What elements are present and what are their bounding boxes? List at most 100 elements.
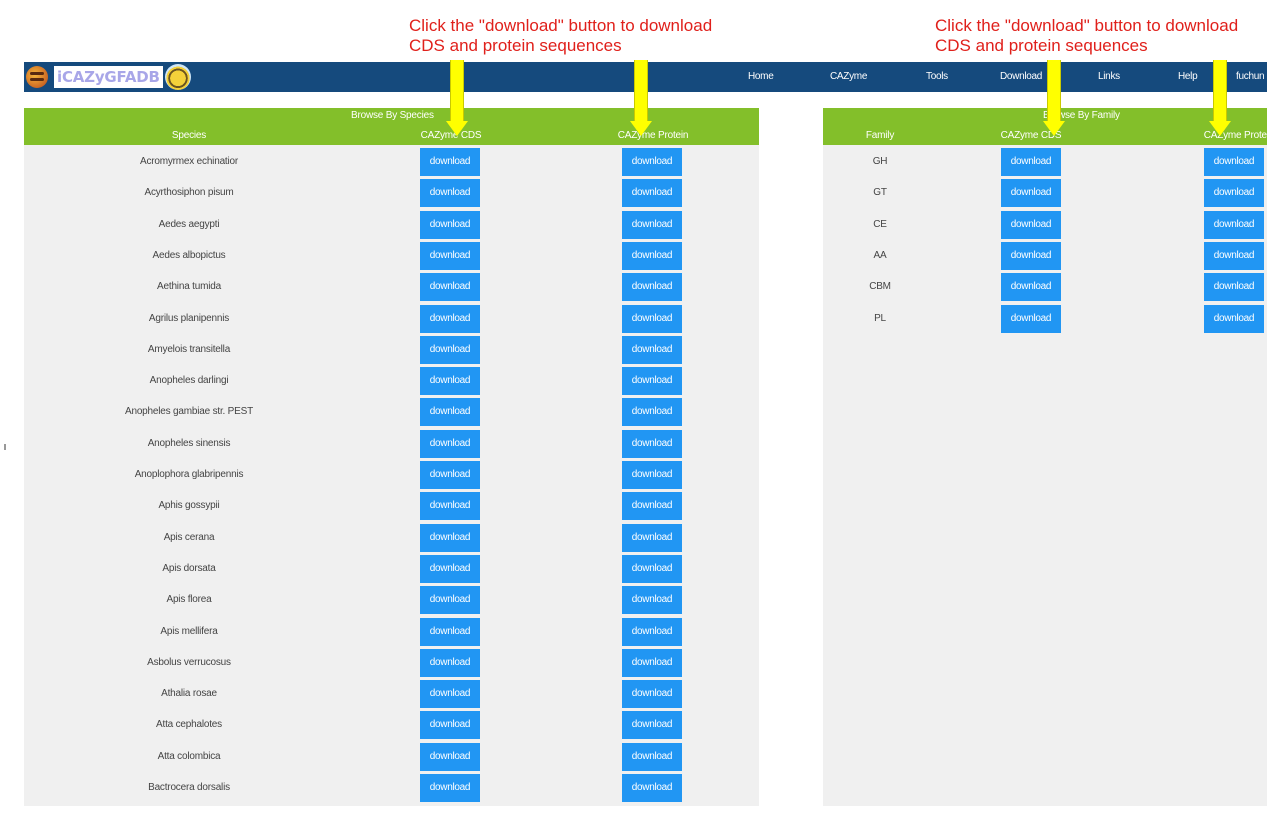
species-name: Apis dorsata — [162, 562, 216, 574]
logo[interactable]: iCAZyGFADB — [24, 62, 191, 92]
download-cds-button[interactable]: download — [420, 335, 480, 364]
download-cds-button[interactable]: download — [420, 554, 480, 583]
download-protein-button[interactable]: download — [1204, 273, 1264, 302]
download-cds-button[interactable]: download — [1001, 210, 1061, 239]
species-name: Aethina tumida — [157, 281, 221, 293]
download-protein-button[interactable]: download — [1204, 210, 1264, 239]
download-protein-button[interactable]: download — [622, 648, 682, 677]
species-name: Anopheles darlingi — [149, 375, 229, 387]
species-name: Asbolus verrucosus — [147, 656, 231, 668]
arrow-down-icon — [446, 60, 468, 136]
download-cds-button[interactable]: download — [420, 648, 480, 677]
scroll-indicator — [4, 444, 6, 450]
annotation-right-line1: Click the "download" button to download — [935, 16, 1239, 35]
download-cds-button[interactable]: download — [420, 680, 480, 709]
download-cds-button[interactable]: download — [420, 241, 480, 270]
species-name: Aphis gossypii — [158, 500, 220, 512]
download-protein-button[interactable]: download — [622, 367, 682, 396]
download-cds-button[interactable]: download — [420, 304, 480, 333]
species-name: Amyelois transitella — [147, 343, 231, 355]
download-protein-button[interactable]: download — [622, 461, 682, 489]
nav-cazyme[interactable]: CAZyme — [830, 71, 868, 82]
download-protein-button[interactable]: download — [622, 554, 682, 583]
download-cds-button[interactable]: download — [420, 367, 480, 396]
download-protein-button[interactable]: download — [622, 711, 682, 740]
download-cds-button[interactable]: download — [1001, 273, 1061, 302]
species-name: Aedes albopictus — [152, 249, 226, 261]
download-cds-button[interactable]: download — [420, 711, 480, 740]
col-family: Family — [865, 130, 895, 141]
species-name: Apis cerana — [163, 531, 215, 543]
species-name: Athalia rosae — [161, 688, 217, 700]
download-protein-button[interactable]: download — [622, 210, 682, 239]
download-protein-button[interactable]: download — [1204, 241, 1264, 270]
nav-home[interactable]: Home — [748, 71, 774, 82]
species-name: Anoplophora glabripennis — [134, 469, 244, 480]
nav-tools[interactable]: Tools — [926, 71, 948, 82]
download-cds-button[interactable]: download — [1001, 304, 1061, 333]
download-cds-button[interactable]: download — [420, 273, 480, 302]
download-protein-button[interactable]: download — [622, 304, 682, 333]
download-protein-button[interactable]: download — [622, 680, 682, 709]
download-protein-button[interactable]: download — [622, 398, 682, 427]
nav-links[interactable]: Links — [1098, 71, 1120, 82]
nav-help[interactable]: Help — [1178, 71, 1198, 82]
download-protein-button[interactable]: download — [1204, 179, 1264, 208]
download-cds-button[interactable]: download — [420, 210, 480, 239]
download-protein-button[interactable]: download — [622, 523, 682, 552]
annotation-right-line2: CDS and protein sequences — [935, 36, 1148, 55]
annotation-left-line1: Click the "download" button to download — [409, 16, 713, 35]
col-cazyme-protein-family: CAZyme Protein — [1203, 130, 1267, 141]
species-name: Acromyrmex echinatior — [139, 156, 239, 167]
download-cds-button[interactable]: download — [420, 586, 480, 615]
download-cds-button[interactable]: download — [1001, 241, 1061, 270]
annotation-right: Click the "download" button to download … — [935, 16, 1238, 56]
download-cds-button[interactable]: download — [1001, 148, 1061, 176]
download-cds-button[interactable]: download — [420, 461, 480, 489]
download-protein-button[interactable]: download — [622, 774, 682, 802]
download-cds-button[interactable]: download — [420, 148, 480, 176]
species-name: Acyrthosiphon pisum — [144, 187, 234, 199]
download-protein-button[interactable]: download — [622, 492, 682, 521]
species-table-title: Browse By Species — [351, 110, 434, 121]
download-protein-button[interactable]: download — [622, 429, 682, 458]
annotation-left: Click the "download" button to download … — [409, 16, 712, 56]
bug-icon — [26, 66, 48, 88]
logo-text: iCAZyGFADB — [54, 66, 163, 88]
download-cds-button[interactable]: download — [1001, 179, 1061, 208]
family-name: CBM — [869, 281, 891, 293]
download-cds-button[interactable]: download — [420, 523, 480, 552]
download-cds-button[interactable]: download — [420, 774, 480, 802]
family-name: GT — [873, 187, 887, 199]
download-cds-button[interactable]: download — [420, 179, 480, 208]
nav-user[interactable]: fuchun — [1236, 71, 1265, 82]
download-protein-button[interactable]: download — [622, 742, 682, 771]
family-name: GH — [872, 156, 888, 167]
download-cds-button[interactable]: download — [420, 617, 480, 646]
download-protein-button[interactable]: download — [1204, 304, 1264, 333]
download-cds-button[interactable]: download — [420, 398, 480, 427]
download-protein-button[interactable]: download — [622, 617, 682, 646]
download-cds-button[interactable]: download — [420, 742, 480, 771]
species-name: Atta colombica — [157, 750, 221, 762]
species-name: Anopheles gambiae str. PEST — [124, 406, 254, 418]
download-protein-button[interactable]: download — [1204, 148, 1264, 176]
species-name: Apis florea — [166, 594, 212, 606]
arrow-down-icon — [1209, 60, 1231, 136]
download-protein-button[interactable]: download — [622, 179, 682, 208]
arrow-down-icon — [630, 60, 652, 136]
download-protein-button[interactable]: download — [622, 148, 682, 176]
download-protein-button[interactable]: download — [622, 586, 682, 615]
download-protein-button[interactable]: download — [622, 273, 682, 302]
bee-icon — [164, 64, 191, 90]
species-name: Aedes aegypti — [158, 218, 220, 230]
nav-download[interactable]: Download — [1000, 71, 1043, 82]
download-cds-button[interactable]: download — [420, 429, 480, 458]
col-species: Species — [171, 130, 207, 141]
annotation-left-line2: CDS and protein sequences — [409, 36, 622, 55]
download-cds-button[interactable]: download — [420, 492, 480, 521]
family-name: PL — [874, 312, 886, 324]
download-protein-button[interactable]: download — [622, 241, 682, 270]
download-protein-button[interactable]: download — [622, 335, 682, 364]
family-name: AA — [873, 249, 887, 261]
